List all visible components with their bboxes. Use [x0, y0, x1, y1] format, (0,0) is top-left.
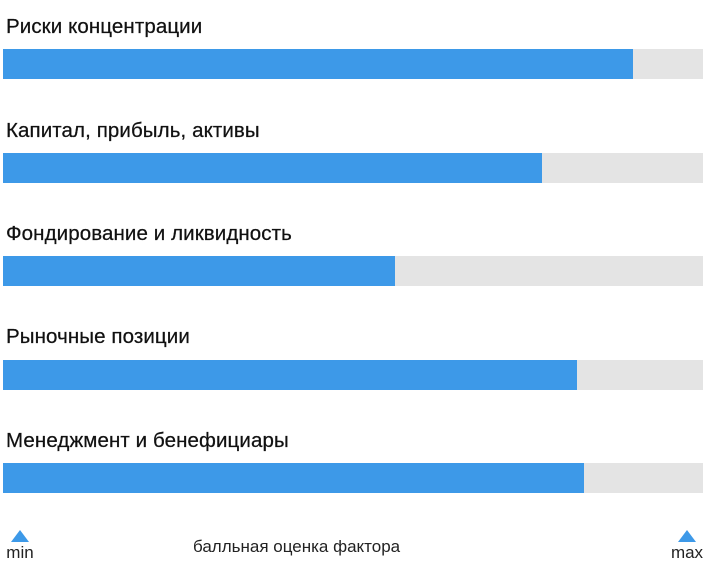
score-fill: [3, 360, 577, 390]
factor-label: Риски концентрации: [6, 15, 203, 38]
max-label: max: [670, 543, 704, 562]
factor-label: Капитал, прибыль, активы: [6, 119, 260, 142]
min-marker: min: [0, 530, 40, 563]
axis-caption: балльная оценка фактора: [193, 537, 401, 556]
triangle-up-icon: [678, 530, 696, 542]
score-track: [3, 153, 703, 183]
factor-label: Рыночные позиции: [6, 325, 190, 348]
score-track: [3, 256, 703, 286]
score-fill: [3, 49, 633, 79]
score-fill: [3, 463, 584, 493]
score-track: [3, 360, 703, 390]
factor-label: Фондирование и ликвидность: [6, 222, 292, 245]
min-label: min: [6, 543, 34, 562]
score-track: [3, 49, 703, 79]
factor-label: Менеджмент и бенефициары: [6, 429, 289, 452]
score-fill: [3, 153, 542, 183]
score-track: [3, 463, 703, 493]
score-fill: [3, 256, 395, 286]
max-marker: max: [667, 530, 707, 563]
triangle-up-icon: [11, 530, 29, 542]
